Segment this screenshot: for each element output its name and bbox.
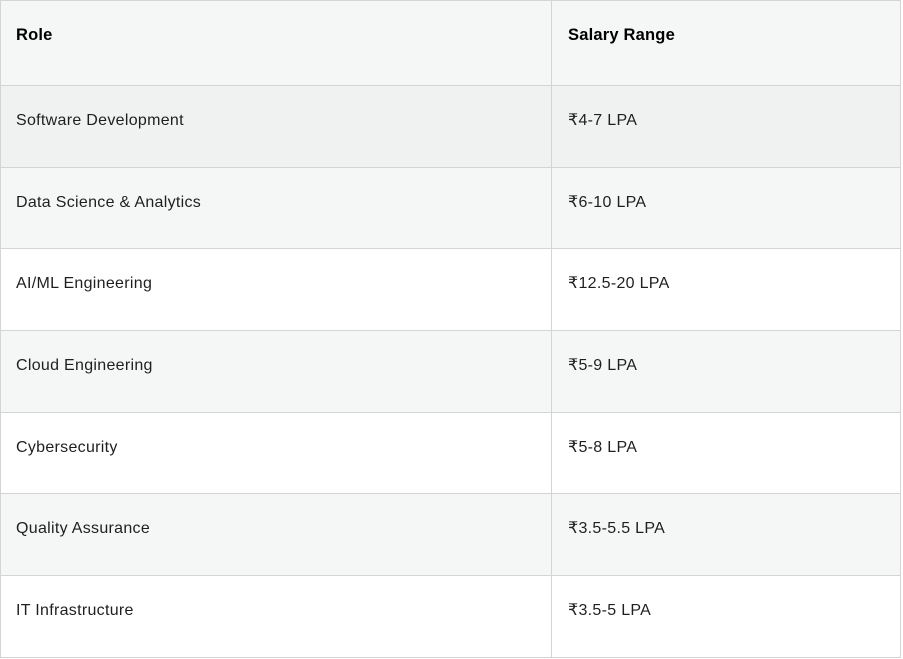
salary-cell: ₹6-10 LPA (568, 193, 647, 211)
salary-cell: ₹3.5-5.5 LPA (568, 520, 666, 538)
salary-cell: ₹3.5-5 LPA (568, 602, 652, 620)
role-cell: Software Development (1, 86, 552, 167)
role-cell: Cloud Engineering (1, 331, 552, 412)
table-row: Cloud Engineering ₹5-9 LPA (1, 330, 900, 412)
table-header-row: Role Salary Range (1, 1, 900, 85)
table-row: Data Science & Analytics ₹6-10 LPA (1, 166, 900, 249)
role-cell: IT Infrastructure (1, 576, 552, 657)
role-cell: Quality Assurance (1, 494, 552, 576)
salary-cell: ₹12.5-20 LPA (568, 275, 670, 293)
salary-cell: ₹5-9 LPA (568, 357, 638, 375)
salary-cell: ₹4-7 LPA (568, 112, 638, 129)
column-header-salary: Salary Range (568, 26, 675, 44)
table-row: Quality Assurance ₹3.5-5.5 LPA (1, 493, 900, 576)
column-header-role: Role (1, 1, 552, 85)
table-row: Cybersecurity ₹5-8 LPA (1, 411, 900, 494)
table-row: IT Infrastructure ₹3.5-5 LPA (1, 575, 900, 657)
role-cell: Cybersecurity (1, 412, 552, 494)
table-row: AI/ML Engineering ₹12.5-20 LPA (1, 248, 900, 331)
role-cell: Data Science & Analytics (1, 167, 552, 249)
salary-cell: ₹5-8 LPA (568, 438, 638, 456)
role-cell: AI/ML Engineering (1, 249, 552, 331)
table-body: Software Development ₹4-7 LPA Data Science… (1, 85, 900, 657)
table-row: Software Development ₹4-7 LPA (1, 85, 900, 167)
